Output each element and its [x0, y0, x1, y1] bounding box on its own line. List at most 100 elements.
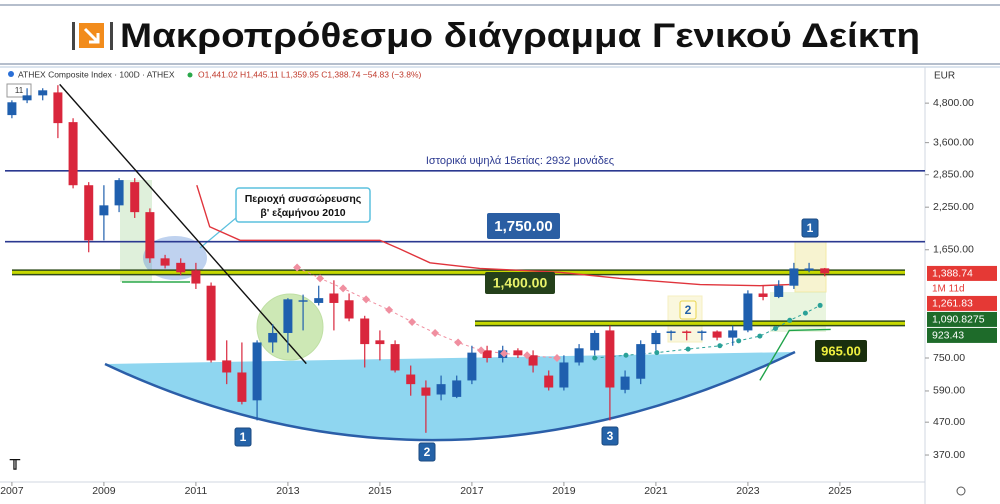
- icon-bar: [72, 22, 75, 50]
- settings-icon: [956, 486, 966, 496]
- marker: [431, 328, 440, 337]
- badge: 11: [15, 86, 24, 95]
- candle-body: [206, 285, 216, 361]
- marker: [477, 346, 486, 355]
- marker: [787, 317, 793, 323]
- candle-body: [222, 360, 232, 373]
- price-tag: [927, 327, 997, 343]
- x-tick-label: 2011: [185, 485, 208, 497]
- marker: [736, 338, 742, 344]
- indicator-line: [296, 267, 558, 359]
- level-label: 1,400.00: [493, 275, 548, 291]
- candle-body: [360, 318, 370, 345]
- candle-body: [590, 332, 600, 351]
- x-tick-label: 2013: [276, 485, 300, 497]
- x-tick-label: 2019: [552, 485, 576, 497]
- candle-body: [390, 344, 400, 371]
- x-tick-label: 2025: [828, 485, 852, 497]
- marker-label: 3: [607, 429, 614, 443]
- price-tag-label: 1,388.74: [932, 268, 973, 280]
- price-tag: [927, 311, 997, 327]
- indicator-line: [59, 83, 307, 365]
- price-tag: [927, 295, 997, 311]
- candle-body: [329, 293, 339, 303]
- candle-body: [145, 212, 155, 259]
- marker: [592, 355, 598, 361]
- candle-body: [820, 268, 830, 274]
- candle-body: [728, 330, 738, 338]
- price-tag-label: 923.43: [932, 330, 964, 342]
- marker: [293, 263, 302, 272]
- candle-body: [344, 300, 354, 319]
- candle-body: [666, 331, 676, 333]
- candle-body: [160, 258, 170, 266]
- cup-outline: [104, 350, 796, 442]
- candle-body: [191, 270, 201, 284]
- candle-body: [789, 268, 799, 286]
- candle-body: [283, 299, 293, 333]
- candle-body: [482, 350, 492, 359]
- candle-body: [682, 331, 692, 333]
- marker: [523, 351, 532, 360]
- countdown: 1M 11d: [932, 284, 965, 295]
- y-tick-label: 3,600.00: [933, 136, 974, 148]
- marker: [717, 343, 723, 349]
- candle-body: [513, 350, 523, 356]
- icon-bar: [110, 22, 113, 50]
- marker-label: 2: [424, 445, 431, 459]
- candle-body: [620, 376, 630, 390]
- candle-body: [252, 342, 262, 401]
- marker-box: [601, 426, 619, 446]
- candle-body: [636, 344, 646, 379]
- candle-body: [84, 185, 94, 241]
- callout-text: β' εξαμήνου 2010: [260, 207, 345, 219]
- x-tick-label: 2009: [92, 485, 116, 497]
- x-tick-label: 2007: [0, 485, 24, 497]
- instrument: ATHEX Composite Index · 100D · ATHEX: [18, 69, 175, 79]
- marker-box: [679, 300, 697, 320]
- candle-body: [559, 362, 569, 388]
- ohlc: O1,441.02 H1,445.11 L1,359.95 C1,388.74 …: [198, 69, 422, 79]
- marker-label: 1: [807, 221, 814, 235]
- candle-body: [314, 298, 324, 303]
- level-label-box: [815, 340, 867, 362]
- marker: [802, 310, 808, 316]
- title: Μακροπρόθεσμο διάγραμμα Γενικού Δείκτη: [120, 17, 920, 55]
- marker-label: 1: [240, 430, 247, 444]
- zone: [143, 236, 207, 280]
- x-tick-label: 2023: [736, 485, 760, 497]
- candle-body: [712, 331, 722, 338]
- y-tick-label: 370.00: [933, 449, 965, 461]
- candle-body: [743, 293, 753, 331]
- candle-body: [22, 95, 32, 101]
- logo: 𝕋: [9, 457, 21, 473]
- price-tag-label: 1,090.8275: [932, 314, 985, 326]
- marker: [385, 305, 394, 314]
- callout-box: [235, 187, 371, 223]
- indicator-line: [759, 328, 831, 381]
- candle-body: [298, 300, 308, 302]
- y-tick-label: 2,250.00: [933, 201, 974, 213]
- candle-body: [651, 332, 661, 345]
- marker: [316, 274, 325, 283]
- y-tick-label: 590.00: [933, 385, 965, 397]
- marker: [654, 350, 660, 356]
- x-tick-label: 2021: [644, 485, 668, 497]
- marker: [623, 352, 629, 358]
- candle-body: [774, 285, 784, 297]
- y-tick-label: 470.00: [933, 416, 965, 428]
- marker: [454, 338, 463, 347]
- candle-body: [452, 380, 462, 397]
- callout-line: [199, 217, 237, 249]
- candle-body: [237, 372, 247, 402]
- level-label: 1,750.00: [494, 218, 552, 235]
- zone: [794, 241, 827, 293]
- status-dot: [187, 72, 193, 78]
- candle-body: [528, 355, 538, 366]
- price-tag: [927, 265, 997, 281]
- level-label-box: [487, 213, 560, 239]
- marker-box: [418, 442, 436, 462]
- candle-body: [53, 92, 63, 124]
- level-annotation: Ιστορικά υψηλά 15ετίας: 2932 μονάδες: [426, 155, 614, 167]
